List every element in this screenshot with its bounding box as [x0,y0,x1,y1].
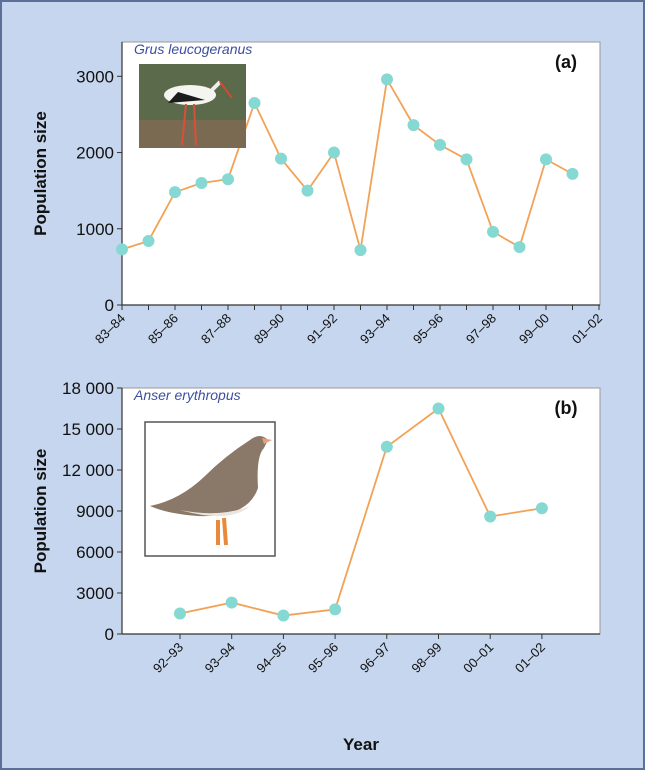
data-point [460,153,473,166]
data-point [328,146,340,159]
species-label: Anser erythropus [133,387,241,403]
panel-label: (a) [555,52,577,72]
y-axis-label: Population size [31,111,50,236]
stork-photo [139,64,246,148]
goose-illustration [144,421,276,557]
data-point [380,440,393,453]
data-point [277,609,290,622]
y-tick-label: 3000 [76,584,114,603]
data-point [354,244,367,257]
data-point [487,225,499,238]
data-point [484,510,497,523]
y-tick-label: 15 000 [62,420,114,439]
data-point [142,234,155,247]
y-tick-label: 0 [105,296,114,315]
y-tick-label: 2000 [76,144,114,163]
y-tick-label: 0 [105,625,114,644]
y-tick-label: 18 000 [62,379,114,398]
data-point [222,173,234,186]
data-point [329,603,342,616]
y-axis-label: Population size [31,449,50,574]
data-point [248,96,261,109]
data-point [169,186,181,199]
data-point [432,402,445,415]
data-point [540,153,552,166]
data-point [381,73,393,86]
data-point [225,596,238,609]
y-tick-label: 6000 [76,543,114,562]
y-tick-label: 3000 [76,67,114,86]
series-line [179,407,543,617]
y-tick-label: 1000 [76,220,114,239]
data-point [566,167,579,180]
data-point [195,177,208,190]
data-point [434,138,446,151]
species-label: Grus leucogeranus [134,41,252,57]
y-tick-label: 12 000 [62,461,114,480]
y-tick-label: 9000 [76,502,114,521]
x-axis-label: Year [343,735,379,754]
data-point [116,243,128,256]
data-point [407,119,420,132]
data-point [535,502,548,515]
panel-label: (b) [555,398,578,418]
data-point [275,152,287,165]
data-point [174,607,186,620]
data-point [513,241,526,254]
data-point [301,184,314,197]
